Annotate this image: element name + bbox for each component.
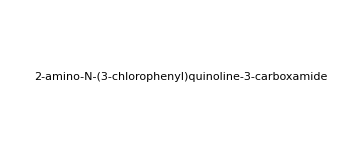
Text: 2-amino-N-(3-chlorophenyl)quinoline-3-carboxamide: 2-amino-N-(3-chlorophenyl)quinoline-3-ca… xyxy=(34,71,327,82)
